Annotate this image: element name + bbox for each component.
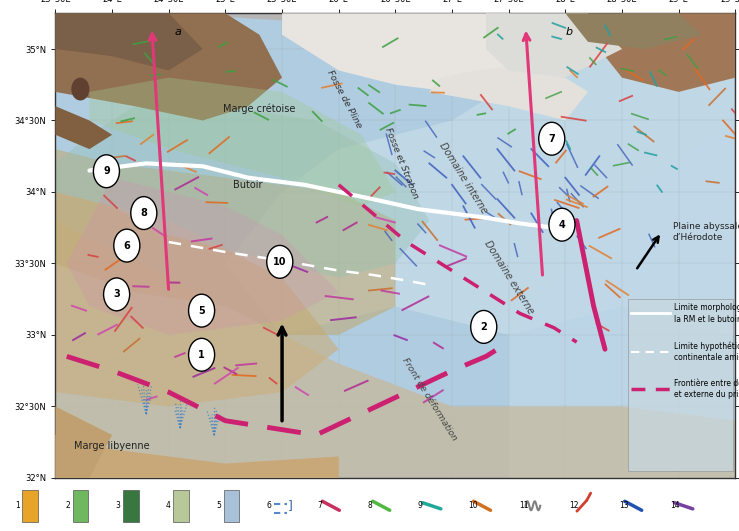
Polygon shape [508,121,735,478]
Polygon shape [55,13,202,71]
Text: ]: ] [287,499,293,512]
Polygon shape [225,49,735,335]
Circle shape [267,245,293,278]
Text: 10: 10 [469,501,478,510]
Text: 5: 5 [198,306,205,315]
Circle shape [114,229,140,262]
Polygon shape [627,299,733,471]
Polygon shape [55,13,735,49]
Polygon shape [55,192,338,406]
Text: Marge crétoise: Marge crétoise [223,104,296,114]
Text: 9: 9 [418,501,423,510]
Bar [224,490,239,521]
Text: 8: 8 [140,208,147,218]
Polygon shape [486,13,622,78]
Polygon shape [55,106,429,278]
Text: b: b [565,27,573,37]
Polygon shape [282,13,542,92]
Text: Fosse de Pline: Fosse de Pline [325,68,364,130]
Bar [123,490,139,521]
Text: 14: 14 [670,501,680,510]
Text: Butoir: Butoir [234,180,263,190]
Polygon shape [89,78,395,206]
Text: 12: 12 [569,501,579,510]
Polygon shape [565,13,701,49]
Text: 11: 11 [519,501,528,510]
Text: 4: 4 [559,220,565,230]
Polygon shape [429,63,588,121]
Text: 6: 6 [267,501,272,510]
Circle shape [549,208,575,241]
Text: Frontière entre domaine interne
et externe du prisme: Frontière entre domaine interne et exter… [674,379,739,399]
Polygon shape [55,435,338,478]
Text: Domaine externe: Domaine externe [482,239,535,316]
Text: 7: 7 [317,501,322,510]
Text: 3: 3 [113,289,120,299]
Text: Limite morphologique entre
la RM et le butoir continental crétois: Limite morphologique entre la RM et le b… [674,303,739,323]
Polygon shape [55,106,112,149]
Polygon shape [67,178,338,335]
Circle shape [71,78,89,100]
Text: 6: 6 [123,241,130,251]
Text: Front de déformation: Front de déformation [401,356,458,442]
Text: 7: 7 [548,134,555,144]
Text: Limite hypothétique de la croûte
continentale amincie sous la RM: Limite hypothétique de la croûte contine… [674,342,739,362]
Text: a: a [174,27,181,37]
Text: 9: 9 [103,166,110,176]
Circle shape [188,294,214,327]
Circle shape [131,196,157,229]
Text: Plaine abyssale
d’Hérodote: Plaine abyssale d’Hérodote [673,222,739,242]
Text: Domaine interne: Domaine interne [437,140,489,215]
Text: 1: 1 [198,350,205,360]
Polygon shape [55,220,735,478]
Polygon shape [599,13,735,92]
Circle shape [93,155,120,187]
Text: 1: 1 [15,501,19,510]
Circle shape [471,311,497,344]
Text: 8: 8 [367,501,372,510]
Circle shape [539,122,565,155]
Text: 2: 2 [65,501,70,510]
Text: 5: 5 [217,501,221,510]
Polygon shape [55,13,282,121]
Text: 4: 4 [166,501,171,510]
Polygon shape [55,406,112,478]
Text: 10: 10 [273,257,287,267]
Text: Fosse et Strabon: Fosse et Strabon [383,126,420,200]
Text: Marge libyenne: Marge libyenne [74,441,150,451]
Text: 2: 2 [480,322,487,332]
Text: 13: 13 [619,501,629,510]
Text: 3: 3 [115,501,120,510]
Bar [72,490,88,521]
Bar [174,490,189,521]
Polygon shape [55,149,395,335]
Bar [22,490,38,521]
Circle shape [103,278,129,311]
Circle shape [188,338,214,371]
